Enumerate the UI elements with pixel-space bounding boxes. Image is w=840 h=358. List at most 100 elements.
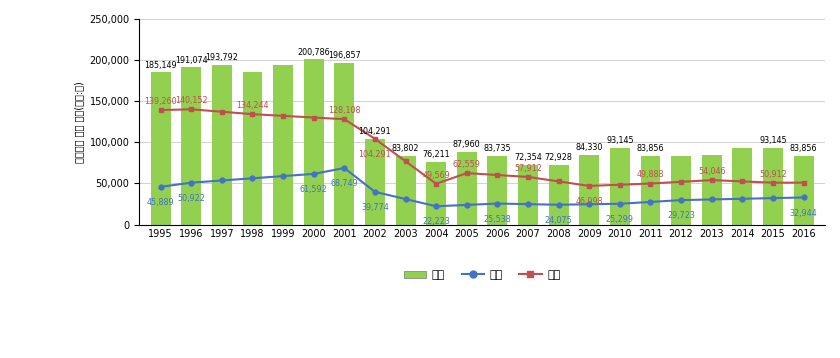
남성 bbox=[401, 197, 411, 201]
Text: 49,569: 49,569 bbox=[423, 171, 450, 180]
Text: 29,723: 29,723 bbox=[667, 211, 695, 220]
Text: 128,108: 128,108 bbox=[328, 106, 360, 115]
Text: 200,786: 200,786 bbox=[297, 48, 330, 57]
Bar bbox=[273, 65, 293, 224]
Bar bbox=[212, 65, 232, 224]
Text: 50,922: 50,922 bbox=[177, 194, 205, 203]
Text: 61,592: 61,592 bbox=[300, 185, 328, 194]
Text: 139,260: 139,260 bbox=[144, 97, 177, 106]
Bar bbox=[641, 156, 660, 224]
Bar bbox=[732, 148, 753, 224]
Text: 68,749: 68,749 bbox=[330, 179, 358, 188]
Text: 83,802: 83,802 bbox=[391, 144, 419, 153]
남성 bbox=[523, 202, 533, 206]
Bar bbox=[549, 165, 569, 224]
남성 bbox=[554, 203, 564, 207]
Text: 93,145: 93,145 bbox=[606, 136, 633, 145]
Text: 62,559: 62,559 bbox=[453, 160, 480, 169]
여성 bbox=[706, 178, 717, 182]
Text: 83,856: 83,856 bbox=[637, 144, 664, 153]
Bar bbox=[243, 72, 262, 224]
남성 bbox=[186, 180, 197, 185]
남성 bbox=[308, 172, 318, 176]
Text: 191,074: 191,074 bbox=[175, 56, 207, 65]
Text: 134,244: 134,244 bbox=[236, 101, 269, 110]
Bar bbox=[150, 72, 171, 224]
여성 bbox=[768, 180, 778, 185]
Bar bbox=[426, 162, 446, 224]
Text: 24,075: 24,075 bbox=[545, 216, 573, 225]
여성 bbox=[217, 110, 227, 114]
Bar bbox=[701, 155, 722, 224]
Text: 104,291: 104,291 bbox=[359, 150, 391, 159]
Text: 49,888: 49,888 bbox=[637, 170, 664, 179]
Bar bbox=[365, 139, 385, 224]
여성 bbox=[431, 182, 441, 186]
Text: 22,223: 22,223 bbox=[423, 217, 450, 226]
Text: 45,889: 45,889 bbox=[147, 198, 175, 207]
Text: 83,735: 83,735 bbox=[484, 144, 512, 153]
여성 bbox=[186, 107, 197, 111]
Legend: 합계, 남성, 여성: 합계, 남성, 여성 bbox=[400, 266, 564, 285]
여성 bbox=[738, 179, 748, 184]
여성 bbox=[370, 137, 380, 141]
Text: 25,299: 25,299 bbox=[606, 215, 634, 224]
Text: 87,960: 87,960 bbox=[453, 140, 480, 149]
남성 bbox=[431, 204, 441, 208]
여성 bbox=[615, 183, 625, 187]
여성 bbox=[645, 182, 655, 186]
Line: 여성: 여성 bbox=[158, 107, 806, 188]
Bar bbox=[334, 63, 354, 224]
Text: 193,792: 193,792 bbox=[206, 53, 239, 62]
Bar bbox=[181, 67, 202, 224]
Bar bbox=[580, 155, 599, 224]
남성 bbox=[706, 197, 717, 202]
Text: 93,145: 93,145 bbox=[759, 136, 787, 145]
Text: 32,944: 32,944 bbox=[790, 209, 817, 218]
남성 bbox=[278, 174, 288, 178]
여성 bbox=[584, 184, 594, 188]
Bar bbox=[304, 59, 323, 224]
남성 bbox=[615, 202, 625, 206]
Text: 25,538: 25,538 bbox=[484, 215, 512, 224]
여성 bbox=[799, 180, 809, 185]
Text: 76,211: 76,211 bbox=[423, 150, 450, 159]
Text: 84,330: 84,330 bbox=[575, 144, 603, 153]
Text: 50,912: 50,912 bbox=[759, 170, 787, 179]
여성 bbox=[676, 180, 686, 184]
남성 bbox=[217, 178, 227, 183]
Bar bbox=[610, 148, 630, 224]
남성 bbox=[155, 185, 165, 189]
Bar bbox=[794, 156, 813, 224]
Bar bbox=[671, 156, 691, 224]
Text: 196,857: 196,857 bbox=[328, 51, 360, 60]
Bar bbox=[457, 152, 477, 224]
Text: 39,774: 39,774 bbox=[361, 203, 389, 212]
여성 bbox=[401, 159, 411, 164]
남성 bbox=[676, 198, 686, 202]
Text: 185,149: 185,149 bbox=[144, 61, 177, 69]
남성 bbox=[645, 200, 655, 204]
남성 bbox=[768, 196, 778, 200]
여성 bbox=[339, 117, 349, 121]
Text: 72,354: 72,354 bbox=[514, 153, 542, 162]
여성 bbox=[492, 173, 502, 177]
여성 bbox=[278, 114, 288, 118]
Bar bbox=[487, 156, 507, 224]
Text: 83,856: 83,856 bbox=[790, 144, 817, 153]
남성 bbox=[462, 203, 472, 207]
Bar bbox=[763, 148, 783, 224]
여성 bbox=[308, 115, 318, 120]
Text: 54,046: 54,046 bbox=[698, 167, 726, 176]
남성 bbox=[370, 190, 380, 194]
Bar bbox=[396, 156, 416, 224]
여성 bbox=[462, 171, 472, 175]
여성 bbox=[554, 179, 564, 184]
남성 bbox=[339, 166, 349, 170]
Y-axis label: 생계급여 수급 노인(단위:명): 생계급여 수급 노인(단위:명) bbox=[74, 81, 84, 163]
Bar bbox=[518, 165, 538, 224]
Text: 72,928: 72,928 bbox=[544, 153, 573, 162]
Line: 남성: 남성 bbox=[158, 166, 806, 209]
남성 bbox=[584, 202, 594, 207]
여성 bbox=[248, 112, 258, 116]
